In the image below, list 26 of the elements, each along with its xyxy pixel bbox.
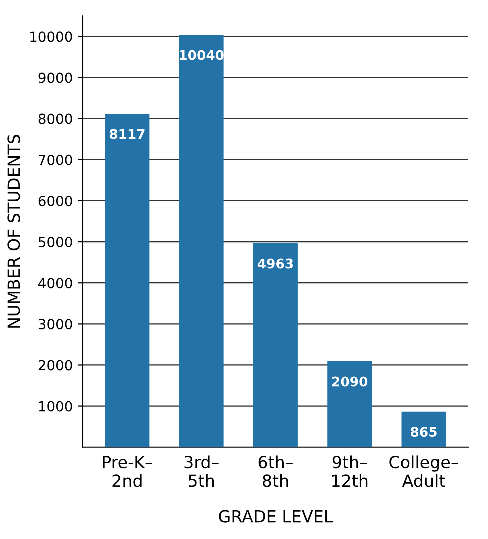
x-tick-label: 3rd– 5th [184, 456, 219, 488]
data-label: 8117 [110, 129, 145, 140]
data-label: 10040 [180, 50, 224, 60]
y-tick-label: 7000 [39, 154, 72, 166]
x-axis-title: GRADE LEVEL [219, 510, 334, 523]
bar [253, 244, 298, 448]
data-label: 2090 [332, 376, 368, 387]
data-label: 865 [411, 427, 437, 438]
y-tick-label: 6000 [38, 196, 72, 206]
y-axis-title: NUMBER OF STUDENTS [8, 134, 20, 328]
y-tick-label: 2000 [38, 360, 72, 371]
bar [328, 362, 372, 448]
data-label: 4963 [258, 258, 294, 269]
x-tick-label: 6th– 8th [258, 456, 293, 488]
y-tick-label: 1000 [39, 401, 72, 412]
x-tick-label: College– Adult [390, 456, 458, 488]
y-tick-label: 4000 [38, 278, 72, 289]
bar [179, 35, 224, 448]
y-tick-label: 8000 [38, 114, 72, 124]
y-tick-label: 10000 [30, 32, 72, 42]
x-tick-label: 9th– 12th [332, 456, 368, 488]
y-tick-label: 3000 [38, 319, 72, 330]
bar [105, 114, 150, 448]
y-tick-label: 9000 [38, 72, 72, 84]
y-tick-label: 5000 [38, 237, 72, 248]
x-tick-label: Pre-K– 2nd [103, 456, 153, 488]
